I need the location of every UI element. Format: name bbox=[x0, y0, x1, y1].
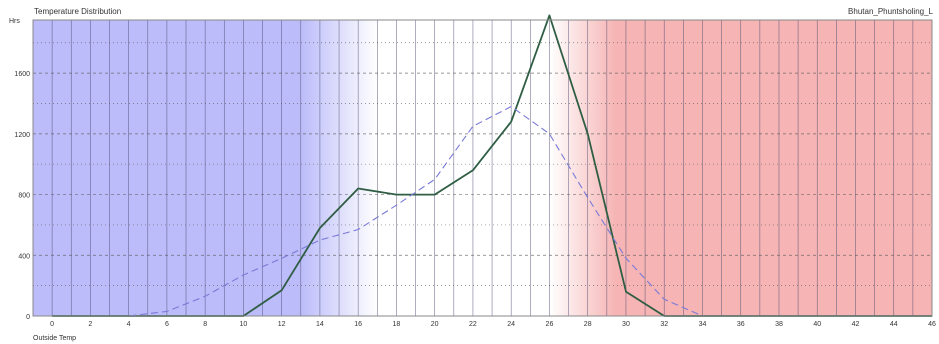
x-tick-label: 40 bbox=[813, 321, 821, 328]
y-tick-label: 800 bbox=[18, 193, 30, 200]
y-tick-label: 1200 bbox=[14, 132, 30, 139]
x-tick-label: 2 bbox=[88, 321, 92, 328]
x-tick-label: 30 bbox=[622, 321, 630, 328]
x-tick-label: 26 bbox=[546, 321, 554, 328]
x-tick-label: 22 bbox=[469, 321, 477, 328]
tick-labels: 0 2 4 6 8 10 12 14 16 18 20 22 24 26 28 30 32 34 36 38 40 42 4… bbox=[14, 71, 936, 328]
y-axis-label: Hrs bbox=[9, 18, 20, 25]
x-tick-label: 34 bbox=[699, 321, 707, 328]
x-tick-label: 6 bbox=[165, 321, 169, 328]
x-tick-label: 0 bbox=[50, 321, 54, 328]
x-tick-label: 24 bbox=[507, 321, 515, 328]
x-tick-label: 42 bbox=[852, 321, 860, 328]
plot-frame bbox=[32, 19, 933, 317]
x-tick-label: 20 bbox=[431, 321, 439, 328]
x-tick-label: 32 bbox=[660, 321, 668, 328]
x-tick-label: 44 bbox=[890, 321, 898, 328]
plot-background bbox=[33, 20, 932, 316]
y-tick-label: 0 bbox=[26, 314, 30, 321]
x-tick-label: 8 bbox=[203, 321, 207, 328]
x-axis-label: Outside Temp bbox=[33, 335, 76, 342]
grid bbox=[32, 20, 933, 316]
x-tick-label: 36 bbox=[737, 321, 745, 328]
x-tick-label: 18 bbox=[393, 321, 401, 328]
y-tick-label: 400 bbox=[18, 253, 30, 260]
x-tick-label: 12 bbox=[278, 321, 286, 328]
x-tick-label: 14 bbox=[316, 321, 324, 328]
chart-title: Temperature Distribution bbox=[34, 7, 121, 16]
x-tick-label: 38 bbox=[775, 321, 783, 328]
x-tick-label: 28 bbox=[584, 321, 592, 328]
x-tick-label: 10 bbox=[240, 321, 248, 328]
location-label: Bhutan_Phuntsholing_L bbox=[848, 7, 934, 16]
x-tick-label: 46 bbox=[928, 321, 936, 328]
x-tick-label: 4 bbox=[127, 321, 131, 328]
x-tick-label: 16 bbox=[354, 321, 362, 328]
y-tick-label: 1600 bbox=[14, 71, 30, 78]
